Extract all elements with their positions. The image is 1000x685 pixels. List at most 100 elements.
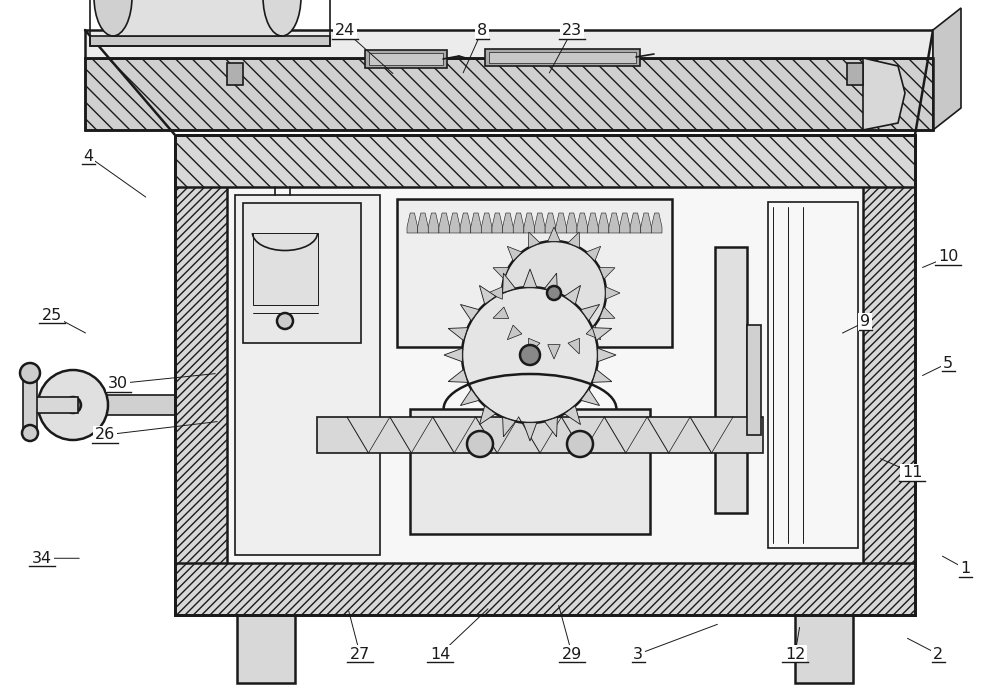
- Text: 14: 14: [430, 647, 450, 662]
- Polygon shape: [863, 58, 905, 130]
- Text: 30: 30: [108, 376, 128, 391]
- Polygon shape: [556, 213, 566, 233]
- Bar: [175, 135, 915, 615]
- Bar: [90, 0, 330, 46]
- Polygon shape: [528, 232, 540, 248]
- Polygon shape: [581, 389, 600, 406]
- Polygon shape: [566, 213, 577, 233]
- Polygon shape: [523, 423, 537, 441]
- Bar: [85, 58, 933, 130]
- Ellipse shape: [263, 0, 301, 36]
- Text: 5: 5: [943, 356, 953, 371]
- Polygon shape: [439, 213, 450, 233]
- Polygon shape: [407, 213, 418, 233]
- Polygon shape: [609, 213, 620, 233]
- Polygon shape: [479, 406, 496, 425]
- Text: 23: 23: [562, 23, 582, 38]
- Polygon shape: [471, 213, 481, 233]
- Circle shape: [567, 431, 593, 457]
- Polygon shape: [524, 213, 534, 233]
- Bar: [489, 52, 636, 63]
- Bar: [369, 53, 443, 65]
- Bar: [397, 199, 672, 347]
- Polygon shape: [545, 213, 556, 233]
- Polygon shape: [568, 338, 580, 354]
- Polygon shape: [599, 267, 615, 279]
- Polygon shape: [651, 213, 662, 233]
- Polygon shape: [493, 307, 509, 319]
- Polygon shape: [493, 267, 509, 279]
- Text: 29: 29: [562, 647, 582, 662]
- Bar: [227, 63, 243, 85]
- Text: 10: 10: [938, 249, 958, 264]
- Bar: [90, 395, 175, 415]
- Polygon shape: [507, 247, 522, 261]
- Polygon shape: [933, 8, 961, 130]
- Polygon shape: [620, 213, 630, 233]
- Polygon shape: [606, 287, 620, 299]
- Text: 9: 9: [860, 314, 870, 329]
- Bar: [175, 135, 915, 187]
- Bar: [410, 409, 650, 534]
- Polygon shape: [528, 338, 540, 354]
- Text: 25: 25: [42, 308, 62, 323]
- Polygon shape: [599, 307, 615, 319]
- Polygon shape: [598, 348, 616, 362]
- Text: 26: 26: [95, 427, 115, 443]
- Polygon shape: [630, 213, 641, 233]
- Polygon shape: [444, 348, 462, 362]
- Bar: [863, 135, 915, 615]
- Polygon shape: [544, 273, 557, 292]
- Circle shape: [277, 313, 293, 329]
- Polygon shape: [418, 213, 428, 233]
- Polygon shape: [586, 325, 601, 340]
- Bar: [85, 30, 933, 58]
- Polygon shape: [564, 406, 581, 425]
- Bar: [227, 187, 863, 563]
- Circle shape: [20, 363, 40, 383]
- Bar: [23, 373, 37, 433]
- Bar: [795, 615, 853, 683]
- Polygon shape: [534, 213, 545, 233]
- Polygon shape: [460, 389, 479, 406]
- Polygon shape: [428, 213, 439, 233]
- Ellipse shape: [94, 0, 132, 36]
- Text: 8: 8: [477, 23, 487, 38]
- Circle shape: [462, 287, 598, 423]
- Polygon shape: [460, 213, 471, 233]
- Text: 34: 34: [32, 551, 52, 566]
- Bar: [243, 203, 361, 343]
- Polygon shape: [548, 345, 560, 359]
- Polygon shape: [598, 213, 609, 233]
- Bar: [485, 49, 640, 66]
- Text: 1: 1: [960, 561, 970, 576]
- Bar: [253, 233, 318, 305]
- Polygon shape: [641, 213, 651, 233]
- Polygon shape: [507, 325, 522, 340]
- Bar: [317, 417, 763, 453]
- Bar: [365, 50, 447, 68]
- Circle shape: [65, 397, 81, 413]
- Bar: [113, 0, 282, 36]
- Polygon shape: [460, 304, 479, 321]
- Polygon shape: [548, 227, 560, 241]
- Circle shape: [22, 425, 38, 441]
- Polygon shape: [481, 213, 492, 233]
- Polygon shape: [588, 213, 598, 233]
- Text: 3: 3: [633, 647, 643, 662]
- Bar: [715, 247, 747, 513]
- Polygon shape: [592, 327, 612, 340]
- Polygon shape: [488, 287, 502, 299]
- Text: 4: 4: [83, 149, 93, 164]
- Bar: [847, 63, 863, 85]
- Polygon shape: [568, 232, 580, 248]
- Polygon shape: [544, 417, 557, 437]
- Polygon shape: [450, 213, 460, 233]
- Text: 11: 11: [902, 465, 922, 480]
- Bar: [768, 202, 858, 548]
- Polygon shape: [523, 269, 537, 287]
- Text: 27: 27: [350, 647, 370, 662]
- Bar: [85, 58, 933, 130]
- Circle shape: [467, 431, 493, 457]
- Bar: [33, 397, 78, 413]
